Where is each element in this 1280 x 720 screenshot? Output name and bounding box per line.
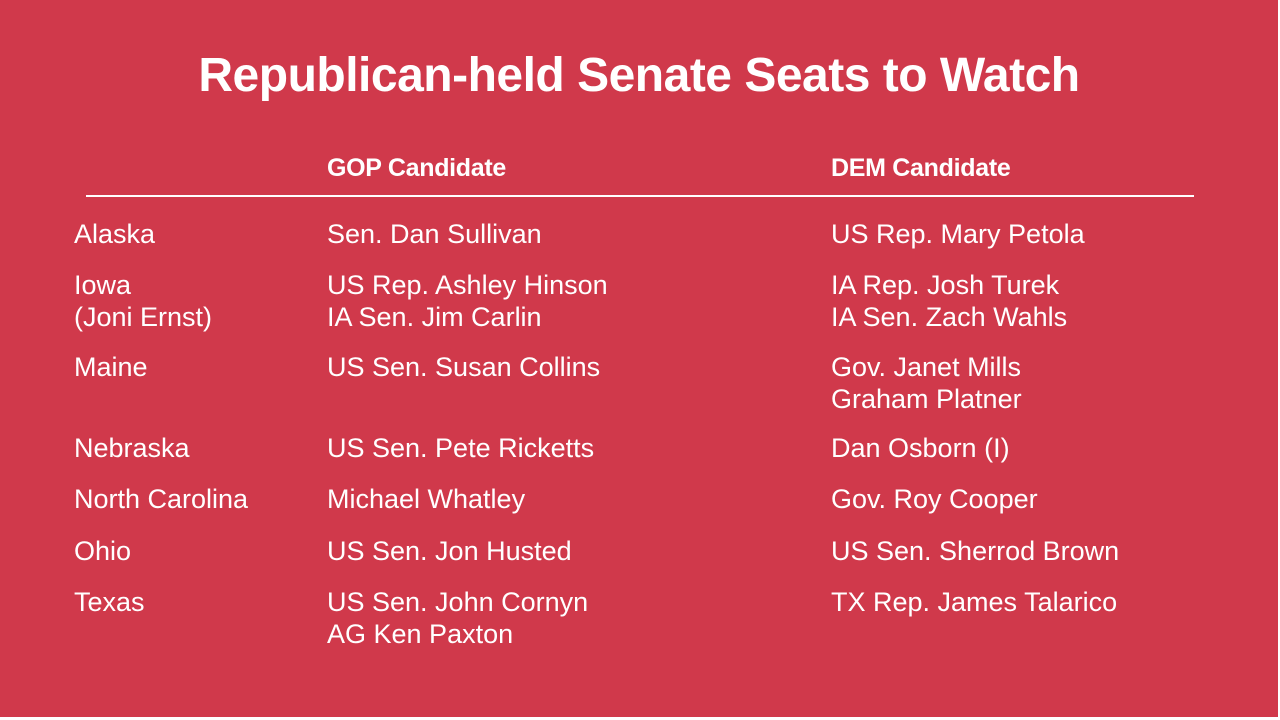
- gop-candidate-cell: Michael Whatley: [327, 483, 525, 515]
- dem-candidate-cell: US Sen. Sherrod Brown: [831, 535, 1119, 567]
- state-cell: Maine: [74, 351, 148, 383]
- state-name: Texas: [74, 587, 145, 617]
- dem-candidate-name: Gov. Janet Mills: [831, 352, 1022, 382]
- gop-candidate-name: US Rep. Ashley Hinson: [327, 270, 608, 300]
- state-cell: Texas: [74, 586, 145, 618]
- gop-candidate-name: US Sen. Jon Husted: [327, 536, 572, 566]
- dem-candidate-name: TX Rep. James Talarico: [831, 587, 1118, 617]
- state-name: (Joni Ernst): [74, 302, 213, 332]
- header-divider: [86, 195, 1194, 197]
- state-name: Ohio: [74, 536, 132, 566]
- gop-candidate-cell: US Sen. Susan Collins: [327, 351, 600, 383]
- gop-candidate-name: US Sen. John Cornyn: [327, 587, 589, 617]
- state-cell: Ohio: [74, 535, 131, 567]
- gop-candidate-name: AG Ken Paxton: [327, 619, 514, 649]
- dem-candidate-name: IA Sen. Zach Wahls: [831, 302, 1068, 332]
- gop-candidate-cell: US Rep. Ashley Hinson IA Sen. Jim Carlin: [327, 269, 608, 333]
- state-name: Iowa: [74, 270, 132, 300]
- state-cell: Alaska: [74, 218, 155, 250]
- slide-title: Republican-held Senate Seats to Watch: [198, 49, 1080, 102]
- dem-candidate-name: Dan Osborn (I): [831, 433, 1010, 463]
- gop-candidate-name: Sen. Dan Sullivan: [327, 219, 542, 249]
- state-name: North Carolina: [74, 484, 249, 514]
- gop-candidate-cell: US Sen. Jon Husted: [327, 535, 572, 567]
- gop-candidate-cell: US Sen. John Cornyn AG Ken Paxton: [327, 586, 588, 650]
- dem-candidate-cell: US Rep. Mary Petola: [831, 218, 1085, 250]
- state-name: Nebraska: [74, 433, 190, 463]
- state-cell: Iowa (Joni Ernst): [74, 269, 212, 333]
- gop-candidate-name: IA Sen. Jim Carlin: [327, 302, 542, 332]
- dem-column-header: DEM Candidate: [831, 154, 1011, 182]
- dem-candidate-cell: Dan Osborn (I): [831, 432, 1010, 464]
- gop-candidate-cell: US Sen. Pete Ricketts: [327, 432, 594, 464]
- dem-candidate-name: US Sen. Sherrod Brown: [831, 536, 1120, 566]
- dem-candidate-name: Gov. Roy Cooper: [831, 484, 1038, 514]
- gop-candidate-name: US Sen. Pete Ricketts: [327, 433, 595, 463]
- dem-candidate-cell: Gov. Roy Cooper: [831, 483, 1038, 515]
- gop-candidate-name: US Sen. Susan Collins: [327, 352, 601, 382]
- dem-candidate-name: IA Rep. Josh Turek: [831, 270, 1060, 300]
- gop-candidate-cell: Sen. Dan Sullivan: [327, 218, 542, 250]
- gop-candidate-name: Michael Whatley: [327, 484, 526, 514]
- dem-candidate-name: Graham Platner: [831, 384, 1022, 414]
- state-name: Maine: [74, 352, 148, 382]
- dem-candidate-name: US Rep. Mary Petola: [831, 219, 1085, 249]
- gop-column-header: GOP Candidate: [327, 154, 507, 182]
- dem-candidate-cell: TX Rep. James Talarico: [831, 586, 1117, 618]
- dem-candidate-cell: IA Rep. Josh Turek IA Sen. Zach Wahls: [831, 269, 1067, 333]
- state-cell: Nebraska: [74, 432, 190, 464]
- state-cell: North Carolina: [74, 483, 248, 515]
- dem-candidate-cell: Gov. Janet Mills Graham Platner: [831, 351, 1022, 415]
- state-name: Alaska: [74, 219, 156, 249]
